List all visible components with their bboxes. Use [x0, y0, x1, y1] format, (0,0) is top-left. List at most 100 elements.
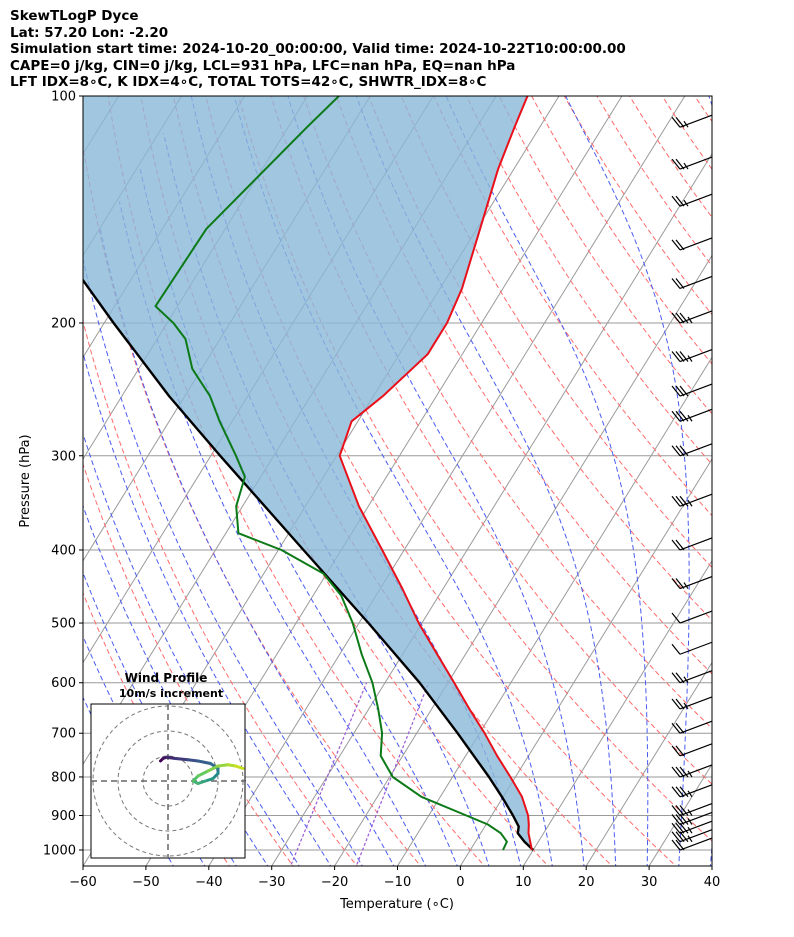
- y-tick-label: 500: [51, 617, 76, 632]
- hodograph-segment: [206, 764, 220, 773]
- barb-flag: [675, 278, 685, 289]
- wind-barb: [671, 829, 713, 843]
- wind-barb: [671, 575, 713, 590]
- barb-flag: [671, 839, 681, 851]
- barb-half-flag: [687, 790, 693, 798]
- barb-half-flag: [687, 809, 693, 816]
- mixing-ratio-line: [355, 682, 430, 866]
- isotherm-line: [0, 79, 3, 869]
- barb-staff: [679, 575, 713, 590]
- axes: −60 −50 −40 −30 −20 −10 0 10 20 30 40 100 200 300 400 5…: [43, 90, 720, 891]
- barb-flag: [679, 814, 689, 825]
- barb-flag: [675, 385, 685, 397]
- dry-adiabat: [270, 96, 712, 785]
- isotherm-line: [522, 559, 712, 866]
- barb-flag: [671, 643, 681, 655]
- barb-half-flag: [687, 835, 693, 843]
- barb-flag: [675, 195, 685, 207]
- time-line: Simulation start time: 2024-10-20_00:00:…: [10, 41, 626, 57]
- chart-title: SkewTLogP Dyce: [10, 8, 139, 24]
- isotherm-line: [585, 661, 712, 866]
- barb-staff: [679, 720, 713, 734]
- barb-staff: [679, 156, 713, 170]
- barb-staff: [679, 443, 713, 457]
- hodograph-ring: [117, 730, 219, 832]
- barb-flag: [675, 539, 685, 551]
- y-tick-label: 800: [51, 770, 76, 785]
- x-tick-label: 20: [578, 875, 595, 890]
- hodograph-segment: [234, 764, 245, 770]
- barb-flag: [675, 445, 685, 457]
- y-tick-label: 1000: [43, 844, 76, 859]
- barb-flag: [675, 722, 685, 734]
- barb-staff: [679, 820, 713, 834]
- barb-flag: [671, 766, 681, 778]
- barb-flag: [671, 698, 681, 710]
- wind-barb: [671, 156, 713, 170]
- moist-adiabat: [83, 351, 332, 866]
- barb-half-flag: [687, 818, 693, 825]
- barb-flag: [679, 312, 689, 324]
- y-tick-label: 100: [51, 90, 76, 105]
- barb-flag: [675, 410, 685, 422]
- barb-half-flag: [683, 582, 689, 589]
- barb-flag: [679, 786, 689, 798]
- barb-half-flag: [687, 770, 693, 778]
- wind-barb: [671, 784, 713, 798]
- dry-adiabat: [716, 79, 794, 869]
- barb-flag: [671, 351, 681, 362]
- hodograph-segment: [196, 759, 212, 765]
- barb-flag: [675, 578, 685, 589]
- barb-staff: [679, 696, 713, 710]
- wind-barb: [671, 237, 713, 251]
- barb-staff: [679, 670, 713, 684]
- parcel-profile-line: [83, 278, 535, 851]
- moist-adiabat: [565, 96, 690, 866]
- barb-half-flag: [687, 414, 693, 422]
- moist-adiabat: [139, 166, 458, 866]
- barb-staff: [679, 408, 713, 422]
- moist-adiabat: [742, 83, 794, 870]
- barb-staff: [679, 743, 713, 757]
- moist-adiabat: [83, 432, 300, 866]
- wind-barb: [671, 837, 713, 851]
- cape-shading: [83, 96, 534, 850]
- x-tick-label: 40: [704, 875, 721, 890]
- x-tick-label: −10: [384, 875, 411, 890]
- hodograph-subtitle: 10m/s increment: [119, 687, 223, 700]
- barb-flag: [679, 805, 689, 816]
- wind-barb: [671, 383, 713, 397]
- moist-adiabat: [118, 201, 427, 866]
- barb-flag: [671, 612, 681, 624]
- hodograph-segment: [216, 763, 230, 768]
- wind-barb: [671, 408, 713, 422]
- dry-adiabat: [596, 96, 712, 267]
- barb-flag: [671, 495, 681, 507]
- barb-half-flag: [683, 702, 689, 710]
- barb-flag: [675, 351, 685, 362]
- dewpoint-profile-line: [154, 96, 508, 851]
- wind-barb: [671, 310, 713, 324]
- barb-flag: [679, 822, 689, 834]
- x-tick-label: −50: [132, 875, 159, 890]
- wind-barb: [671, 443, 713, 457]
- barb-half-flag: [687, 355, 693, 362]
- isotherm-line: [711, 865, 712, 866]
- barb-flag: [671, 672, 681, 684]
- barb-flag: [675, 158, 685, 170]
- isotherm-line: [208, 96, 686, 866]
- barb-flag: [679, 410, 689, 422]
- barb-flag: [675, 312, 685, 324]
- dry-adiabat: [466, 96, 712, 466]
- barb-staff: [679, 275, 713, 290]
- barb-flag: [671, 116, 681, 128]
- isotherm-line: [334, 254, 712, 866]
- barb-flag: [671, 312, 681, 324]
- barb-flag: [671, 722, 681, 734]
- barb-staff: [679, 802, 713, 817]
- barb-flag: [671, 385, 681, 397]
- wind-barb: [671, 193, 713, 207]
- barb-flag: [675, 814, 685, 825]
- x-tick-label: 10: [515, 875, 532, 890]
